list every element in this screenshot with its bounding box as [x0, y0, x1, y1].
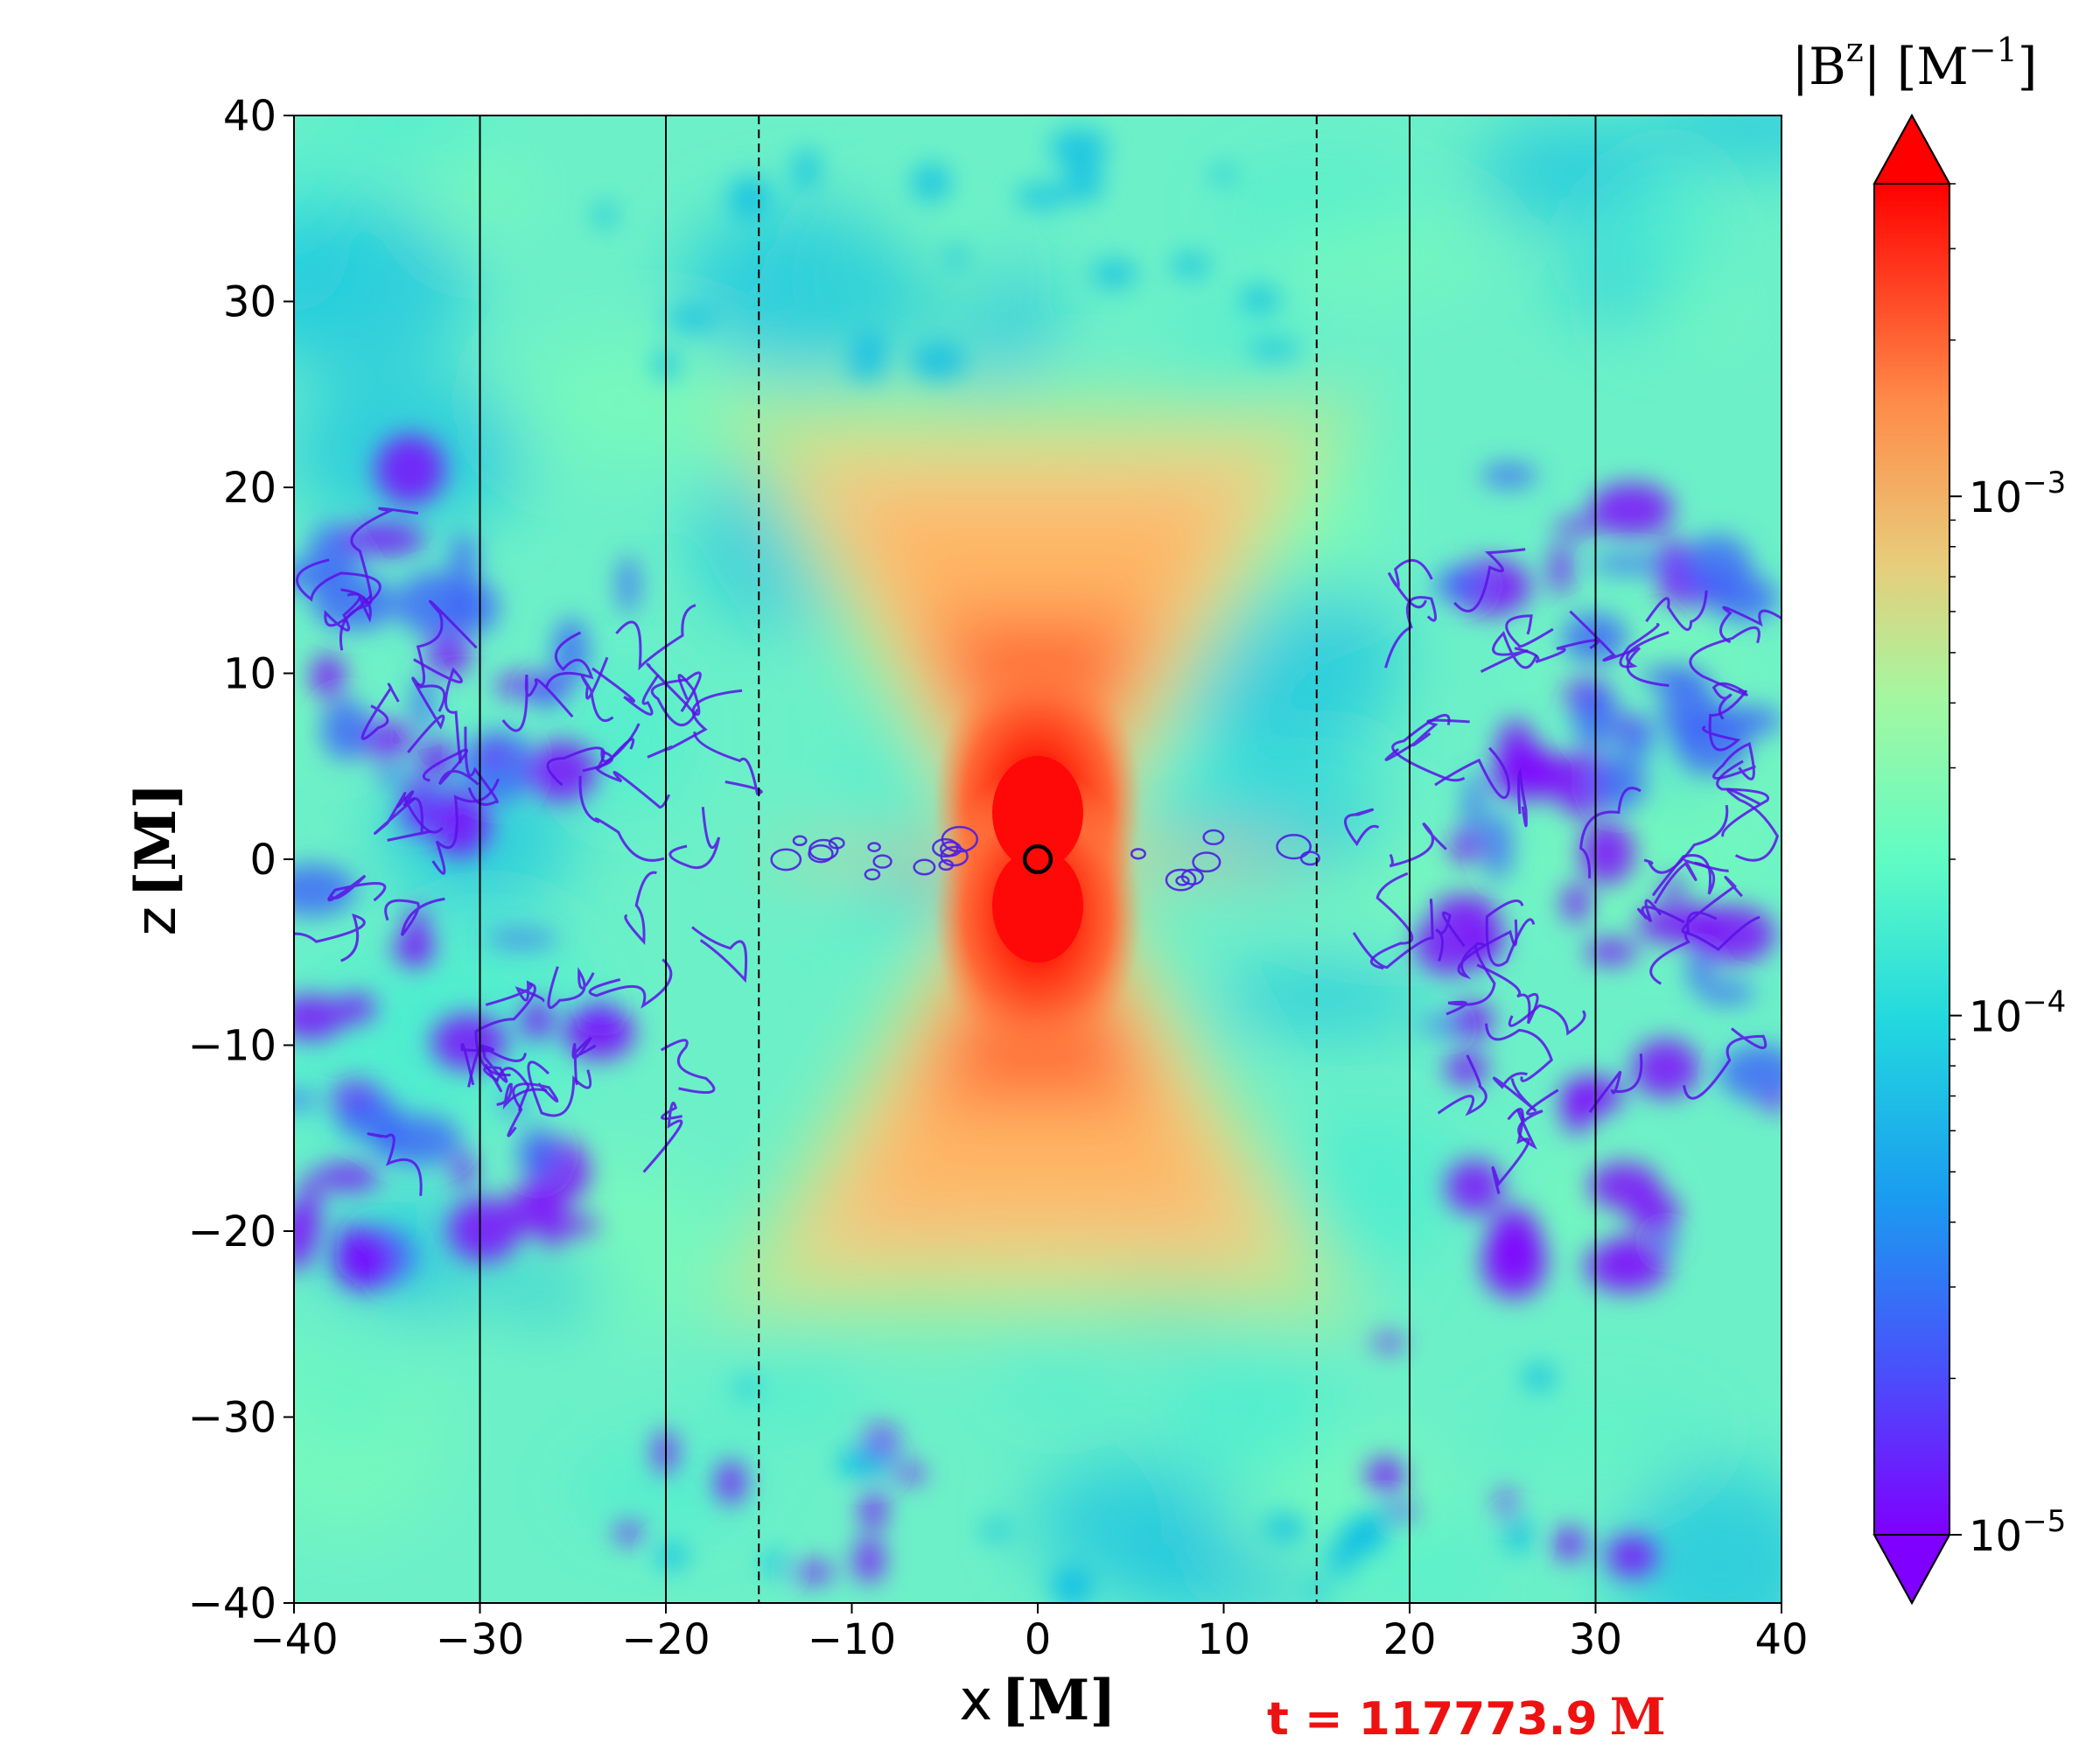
colorbar-extend-bottom: [1872, 1534, 1951, 1606]
x-tick-label: 30: [1569, 1615, 1622, 1664]
y-tick-label: 0: [249, 836, 276, 885]
x-tick-label: 40: [1754, 1615, 1808, 1664]
y-tick-label: −20: [188, 1208, 276, 1256]
horizon-circle-marker: [1022, 844, 1054, 875]
colorbar-ticks: 10−5 10−4 10−3: [1950, 183, 2066, 1561]
colorbar-tick-label: 10−5: [1969, 1504, 2066, 1561]
colorbar-gradient: [1874, 184, 1950, 1535]
y-tick-label: −10: [188, 1022, 276, 1071]
y-tick-label: 40: [223, 92, 276, 141]
colorbar-label: |Bz| [M−1]: [1792, 31, 2038, 96]
colorbar: 10−5 10−4 10−3 |Bz| [M−1]: [1792, 31, 2066, 1606]
x-tick-label: 0: [1025, 1615, 1052, 1664]
overlay-lines: [479, 116, 1597, 1603]
x-tick-label: −40: [249, 1615, 338, 1664]
y-tick-label: −40: [188, 1579, 276, 1628]
y-tick-label: 20: [223, 464, 276, 513]
x-axis-label: x [M]: [959, 1668, 1116, 1733]
x-tick-label: −20: [621, 1615, 710, 1664]
x-tick-label: −10: [808, 1615, 896, 1664]
heatmap-field: [294, 116, 1782, 1603]
x-tick-label: 10: [1197, 1615, 1250, 1664]
time-annotation: t = 117773.9 M: [1267, 1687, 1666, 1746]
y-tick-label: 10: [223, 650, 276, 699]
field-filaments: [294, 507, 1782, 1196]
y-tick-label: 30: [223, 278, 276, 327]
y-tick-label: −30: [188, 1394, 276, 1443]
field-core: [933, 654, 1143, 1064]
x-tick-label: −30: [436, 1615, 524, 1664]
y-axis-label: z [M]: [123, 783, 189, 936]
colorbar-tick-label: 10−4: [1969, 985, 2066, 1042]
x-axis-ticks: −40 −30 −20 −10 0 10 20 30 40: [249, 1603, 1809, 1664]
colorbar-extend-top: [1872, 113, 1951, 185]
y-axis-ticks: −40 −30 −20 −10 0 10 20 30 40: [188, 92, 294, 1628]
x-tick-label: 20: [1382, 1615, 1436, 1664]
colorbar-tick-label: 10−3: [1969, 466, 2066, 522]
